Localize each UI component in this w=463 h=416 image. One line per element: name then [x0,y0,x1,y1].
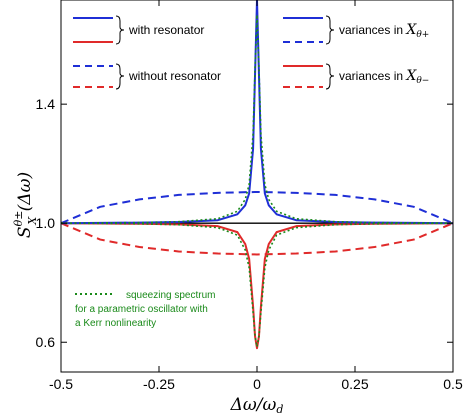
series-1-red-solid [60,222,454,350]
series-2-blue-dashed [60,190,454,225]
legend: with resonator without resonator varianc… [73,15,429,90]
y-tick-label: 1.0 [36,215,56,231]
legend-brace-minus [325,63,335,90]
legend-without-resonator-label: without resonator [128,69,221,83]
annotation-line-1: squeezing spectrum [126,290,216,301]
y-tick-label: 1.4 [36,96,56,112]
x-tick-label: -0.5 [49,376,73,392]
annotation-line-3: a Kerr nonlinearity [75,318,156,329]
x-tick-label: -0.25 [143,376,175,392]
annotation-line-2: for a parametric oscillator with [75,304,208,315]
legend-brace-with [115,15,125,45]
x-axis-title: Δω/ωd [230,395,284,416]
y-tick-label: 0.6 [36,334,56,350]
legend-variances-plus-label: variances in Xθ+ [339,22,429,40]
y-axis-title: Sθ±X (Δω) [12,172,39,238]
series-5-green-dotted [60,222,454,348]
x-tick-label: 0 [253,376,261,392]
legend-brace-without [115,63,125,90]
x-tick-label: 0.25 [341,376,368,392]
annotation: squeezing spectrum for a parametric osci… [75,290,216,329]
legend-brace-plus [325,15,335,45]
plot-frame [60,0,454,373]
ticks-layer: -0.5 -0.25 0 0.25 0.5 0.6 1.0 1.4 [36,0,463,392]
series-layer [60,0,454,350]
legend-variances-minus-label: variances in Xθ− [339,68,429,86]
legend-with-resonator-label: with resonator [128,23,204,37]
x-tick-label: 0.5 [443,376,463,392]
series-3-red-dashed [60,222,454,256]
